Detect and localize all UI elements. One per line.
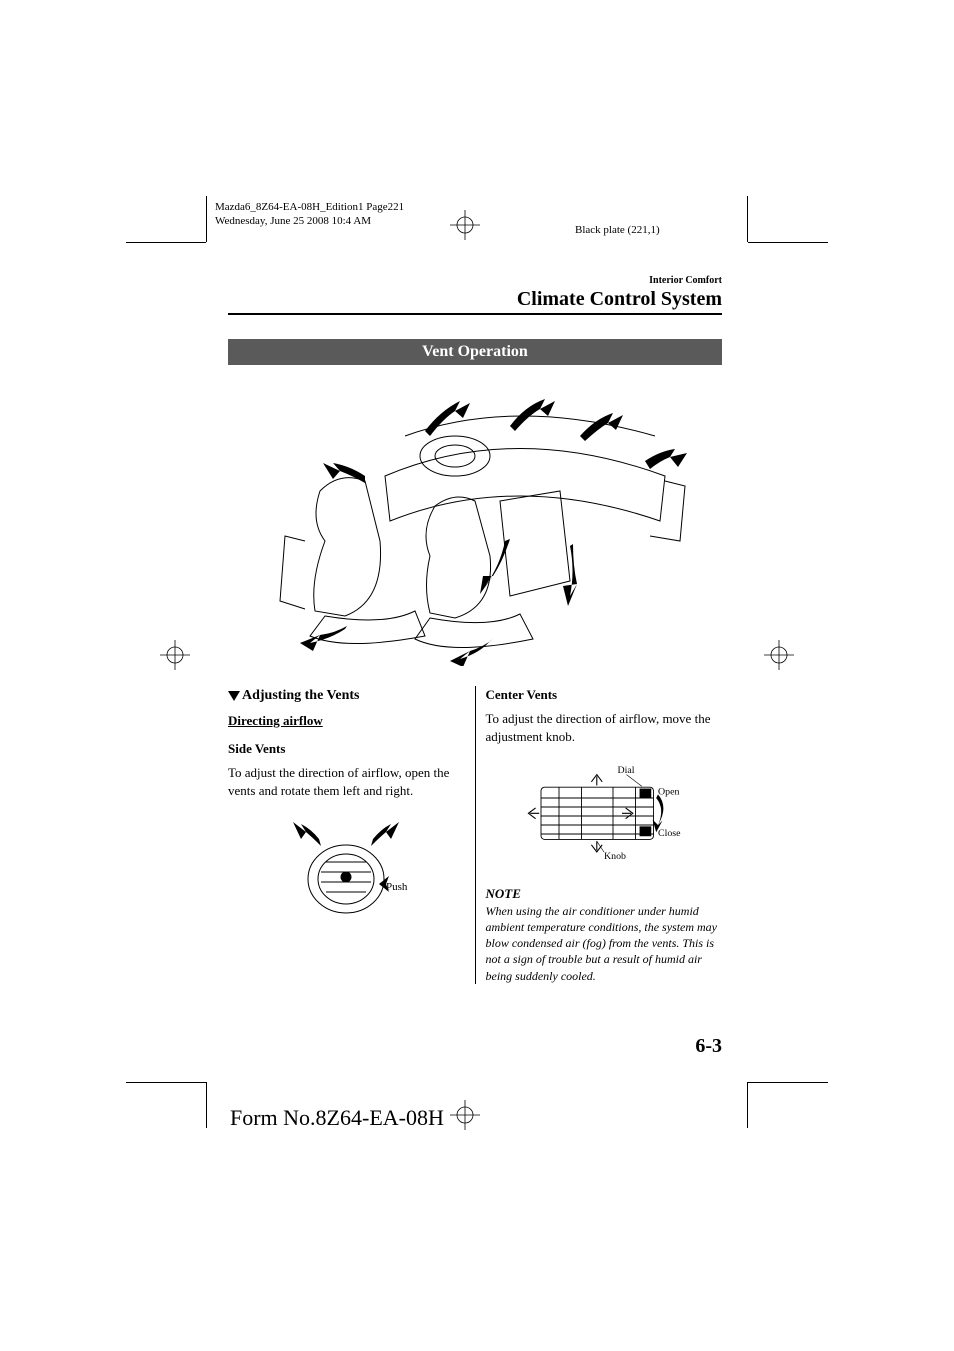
svg-text:Knob: Knob bbox=[604, 851, 626, 862]
note-text: When using the air conditioner under hum… bbox=[486, 903, 723, 984]
note-heading: NOTE bbox=[486, 885, 723, 903]
page-title: Climate Control System bbox=[228, 288, 722, 311]
center-vents-heading: Center Vents bbox=[486, 686, 723, 704]
crop-mark bbox=[126, 242, 206, 243]
triangle-icon bbox=[228, 691, 240, 701]
registration-mark-icon bbox=[764, 640, 794, 670]
plate-label: Black plate (221,1) bbox=[575, 224, 660, 236]
divider bbox=[228, 313, 722, 315]
breadcrumb: Interior Comfort bbox=[228, 275, 722, 286]
doc-id: Mazda6_8Z64-EA-08H_Edition1 Page221 bbox=[215, 200, 404, 214]
left-column: Adjusting the Vents Directing airflow Si… bbox=[228, 686, 475, 984]
side-vents-text: To adjust the direction of airflow, open… bbox=[228, 764, 465, 800]
svg-text:Open: Open bbox=[658, 786, 679, 797]
registration-mark-icon bbox=[450, 1100, 480, 1130]
svg-text:Dial: Dial bbox=[617, 764, 634, 775]
crop-mark bbox=[206, 196, 207, 242]
form-number: Form No.8Z64-EA-08H bbox=[230, 1105, 444, 1131]
crop-mark bbox=[126, 1082, 206, 1083]
push-label: Push bbox=[386, 881, 408, 893]
subsection-title: Vent Operation bbox=[228, 339, 722, 365]
side-vent-diagram: Push bbox=[228, 814, 465, 924]
crop-mark bbox=[748, 242, 828, 243]
svg-text:Close: Close bbox=[658, 827, 681, 838]
document-meta: Mazda6_8Z64-EA-08H_Edition1 Page221 Wedn… bbox=[215, 200, 404, 229]
adjusting-heading: Adjusting the Vents bbox=[228, 686, 465, 706]
directing-heading: Directing airflow bbox=[228, 712, 465, 730]
crop-mark bbox=[747, 196, 748, 242]
right-column: Center Vents To adjust the direction of … bbox=[475, 686, 723, 984]
registration-mark-icon bbox=[450, 210, 480, 240]
page-number: 6-3 bbox=[695, 1035, 722, 1058]
registration-mark-icon bbox=[160, 640, 190, 670]
center-vent-diagram: Dial bbox=[486, 761, 723, 871]
crop-mark bbox=[747, 1082, 748, 1128]
crop-mark bbox=[206, 1082, 207, 1128]
side-vents-heading: Side Vents bbox=[228, 740, 465, 758]
vent-operation-diagram bbox=[228, 381, 722, 666]
page-body: Interior Comfort Climate Control System … bbox=[228, 275, 722, 984]
crop-mark bbox=[748, 1082, 828, 1083]
doc-date: Wednesday, June 25 2008 10:4 AM bbox=[215, 214, 404, 228]
center-vents-text: To adjust the direction of airflow, move… bbox=[486, 710, 723, 746]
